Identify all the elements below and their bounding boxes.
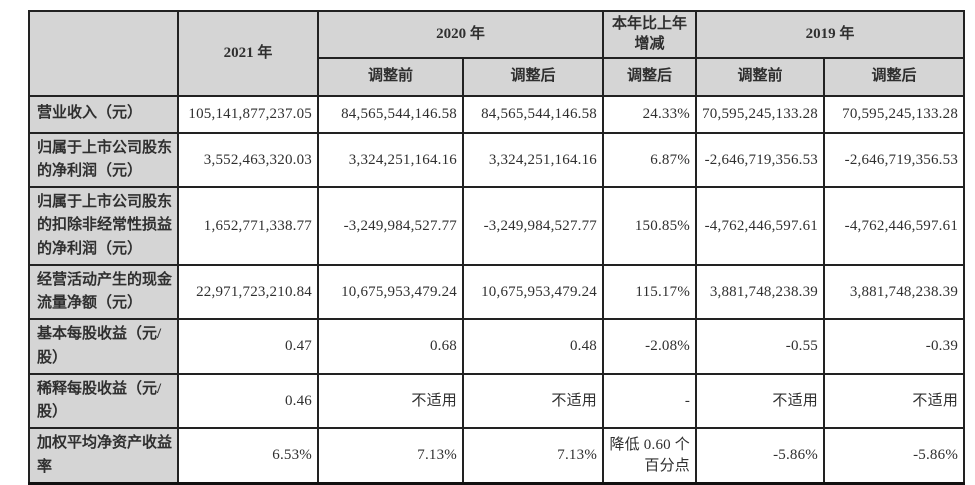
cell-change: 24.33% [602,94,698,134]
cell-2019-after: 不适用 [823,372,966,430]
financial-summary-table: 2021 年 2020 年 本年比上年增减 2019 年 调整前 调整后 调整后… [28,10,966,485]
cell-2020-after: 7.13% [461,427,605,485]
table-row-revenue: 营业收入（元） 105,141,877,237.05 84,565,544,14… [28,94,966,134]
cell-2019-after: -4,762,446,597.61 [823,186,966,266]
cell-change: -2.08% [602,318,698,375]
cell-2019-after: 70,595,245,133.28 [823,94,966,134]
row-label: 归属于上市公司股东的扣除非经常性损益的净利润（元） [28,186,179,266]
row-label: 经营活动产生的现金流量净额（元） [28,263,179,321]
cell-2021: 0.46 [177,372,319,430]
cell-2019-before: -0.55 [695,318,826,375]
header-year-2021: 2021 年 [177,10,319,97]
header-year-2019: 2019 年 [695,10,966,59]
cell-2021: 22,971,723,210.84 [177,263,319,321]
table-row-weighted-avg-roe: 加权平均净资产收益率 6.53% 7.13% 7.13% 降低 0.60 个百分… [28,427,966,485]
cell-2019-before: -4,762,446,597.61 [695,186,826,266]
cell-2019-after: 3,881,748,238.39 [823,263,966,321]
cell-2020-before: 10,675,953,479.24 [317,263,464,321]
cell-2019-before: 3,881,748,238.39 [695,263,826,321]
cell-2019-after: -2,646,719,356.53 [823,131,966,188]
cell-2020-before: 84,565,544,146.58 [317,94,464,134]
header-2020-before-adjust: 调整前 [317,56,464,97]
row-label: 营业收入（元） [28,94,179,134]
cell-2020-after: 不适用 [461,372,605,430]
header-year-2020: 2020 年 [316,10,605,59]
table-row-net-profit: 归属于上市公司股东的净利润（元） 3,552,463,320.03 3,324,… [28,131,966,188]
header-row-1: 2021 年 2020 年 本年比上年增减 2019 年 [28,10,966,97]
cell-2020-before: -3,249,984,527.77 [317,186,464,266]
cell-2020-before: 不适用 [317,372,464,430]
cell-2019-after: -5.86% [823,427,966,485]
table-row-operating-cash-flow: 经营活动产生的现金流量净额（元） 22,971,723,210.84 10,67… [28,263,966,321]
row-label: 加权平均净资产收益率 [28,427,179,485]
cell-2021: 105,141,877,237.05 [177,94,319,134]
header-2019-after-adjust: 调整后 [823,56,966,97]
cell-change: 115.17% [602,263,698,321]
cell-2020-before: 0.68 [317,318,464,375]
cell-2020-before: 3,324,251,164.16 [317,131,464,188]
cell-2021: 3,552,463,320.03 [177,131,319,188]
cell-2020-after: -3,249,984,527.77 [461,186,605,266]
header-yoy-change: 本年比上年增减 [602,10,698,59]
cell-2021: 6.53% [177,427,319,485]
cell-2021: 1,652,771,338.77 [177,186,319,266]
cell-change: 6.87% [602,131,698,188]
cell-2020-after: 0.48 [461,318,605,375]
cell-2019-before: 不适用 [695,372,826,430]
cell-2019-before: -5.86% [695,427,826,485]
table-row-basic-eps: 基本每股收益（元/股） 0.47 0.68 0.48 -2.08% -0.55 … [28,318,966,375]
row-label: 归属于上市公司股东的净利润（元） [28,131,179,188]
cell-2020-before: 7.13% [317,427,464,485]
header-corner-cell [28,10,179,97]
cell-change: 降低 0.60 个百分点 [602,427,698,485]
cell-2019-before: 70,595,245,133.28 [695,94,826,134]
cell-2020-after: 10,675,953,479.24 [461,263,605,321]
table-row-net-profit-excl-nonrecurring: 归属于上市公司股东的扣除非经常性损益的净利润（元） 1,652,771,338.… [28,186,966,266]
cell-2019-after: -0.39 [823,318,966,375]
header-change-after-adjust: 调整后 [602,56,698,97]
cell-2020-after: 3,324,251,164.16 [461,131,605,188]
header-2020-after-adjust: 调整后 [461,56,605,97]
cell-2020-after: 84,565,544,146.58 [461,94,605,134]
cell-2019-before: -2,646,719,356.53 [695,131,826,188]
cell-change: 150.85% [602,186,698,266]
row-label: 稀释每股收益（元/股） [28,372,179,430]
row-label: 基本每股收益（元/股） [28,318,179,375]
table-row-diluted-eps: 稀释每股收益（元/股） 0.46 不适用 不适用 - 不适用 不适用 [28,372,966,430]
financial-summary-table-wrap: 2021 年 2020 年 本年比上年增减 2019 年 调整前 调整后 调整后… [28,10,966,485]
cell-change: - [602,372,698,430]
header-2019-before-adjust: 调整前 [695,56,826,97]
header-row-2: 调整前 调整后 调整后 调整前 调整后 [29,56,966,97]
cell-2021: 0.47 [177,318,319,375]
